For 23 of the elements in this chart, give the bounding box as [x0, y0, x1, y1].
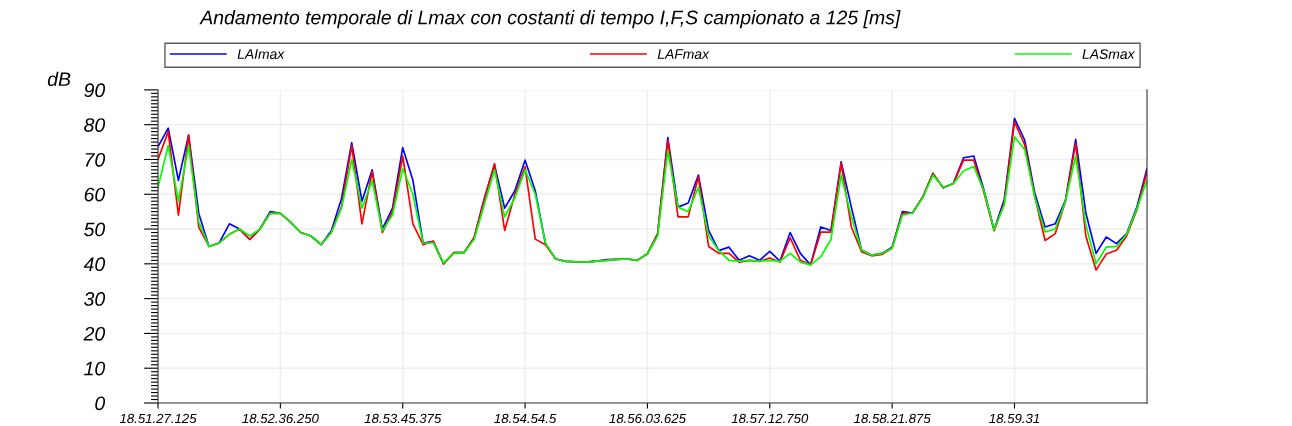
- x-tick-label: 18.54.54.5: [494, 413, 557, 424]
- x-tick-label: 18.59.31: [989, 413, 1040, 424]
- x-tick-label: 18.56.03.625: [609, 413, 686, 424]
- legend-label: LASmax: [1082, 49, 1135, 59]
- y-tick-label: 30: [84, 292, 106, 306]
- x-tick-label: 18.52.36.250: [242, 413, 319, 424]
- legend-label: LAFmax: [657, 49, 710, 59]
- y-tick-label: 70: [85, 152, 106, 167]
- x-tick-label: 18.53.45.375: [364, 413, 442, 424]
- x-tick-label: 18.58.21.875: [853, 413, 931, 424]
- x-tick-label: 18.51.27.125: [119, 413, 197, 424]
- y-axis-title: dB: [47, 71, 71, 87]
- x-tick-label: 18.57.12.750: [731, 413, 809, 424]
- y-tick-label: 20: [83, 326, 106, 341]
- y-tick-label: 40: [83, 257, 106, 272]
- y-tick-label: 60: [84, 187, 106, 202]
- chart-title: Andamento temporale di Lmax con costanti di tempo I,F,S campionato a 125 [ms]: [199, 10, 901, 29]
- legend-label: LAImax: [237, 49, 285, 59]
- y-tick-label: 0: [95, 396, 106, 411]
- y-tick-label: 80: [84, 118, 106, 132]
- y-tick-label: 50: [84, 222, 106, 237]
- y-tick-label: 10: [84, 361, 106, 376]
- y-tick-label: 90: [84, 83, 106, 98]
